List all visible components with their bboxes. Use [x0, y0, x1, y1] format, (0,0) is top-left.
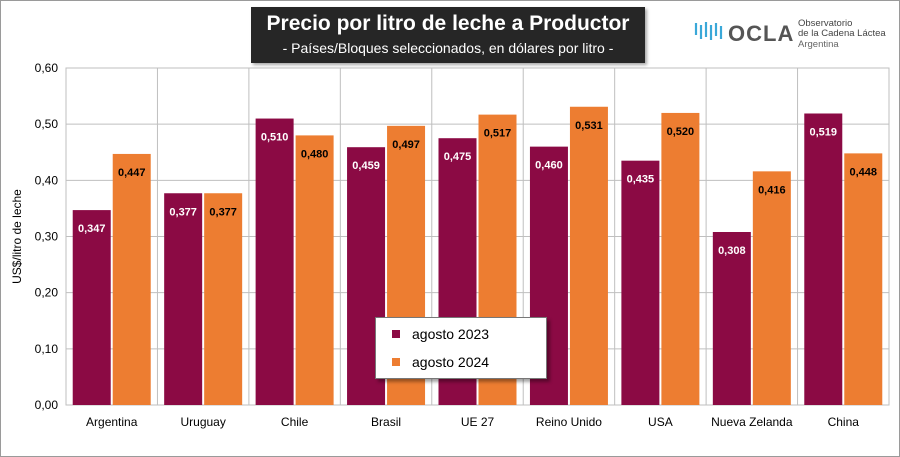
- bar-2023: [712, 232, 751, 405]
- chart-title: Precio por litro de leche a Productor: [266, 12, 630, 35]
- legend-swatch-2024: [392, 358, 400, 367]
- data-label: 0,475: [444, 151, 472, 163]
- x-tick-label: Reino Unido: [536, 415, 602, 429]
- y-tick-label: 0,20: [35, 286, 59, 300]
- bar-2024: [204, 193, 243, 405]
- logo-line-3: Argentina: [798, 39, 839, 50]
- bar-2024: [295, 135, 334, 405]
- x-tick-label: China: [828, 415, 860, 429]
- data-label: 0,460: [535, 160, 563, 172]
- x-tick-label: Nueva Zelanda: [711, 415, 793, 429]
- logo-line-2: de la Cadena Láctea: [798, 28, 886, 39]
- data-label: 0,520: [667, 126, 695, 138]
- bar-2024: [752, 171, 791, 405]
- legend-swatch-2023: [392, 330, 400, 339]
- y-tick-label: 0,00: [35, 398, 59, 412]
- x-tick-label: USA: [648, 415, 673, 429]
- logo-line-1: Observatorio: [798, 18, 853, 29]
- legend-label-2024: agosto 2024: [412, 354, 490, 370]
- data-label: 0,435: [627, 174, 655, 186]
- bar-2023: [621, 160, 660, 405]
- y-tick-label: 0,10: [35, 342, 59, 356]
- chart-subtitle: - Países/Bloques seleccionados, en dólar…: [282, 40, 614, 56]
- data-label: 0,517: [484, 128, 512, 140]
- legend-item-2023: agosto 2023: [392, 326, 489, 342]
- bar-2023: [164, 193, 203, 405]
- data-label: 0,447: [118, 167, 146, 179]
- data-label: 0,308: [718, 245, 746, 257]
- bar-2024: [569, 106, 608, 405]
- data-label: 0,347: [78, 223, 106, 235]
- logo-wave-icon: [694, 22, 723, 40]
- logo-name: OCLA: [728, 21, 795, 46]
- data-label: 0,519: [810, 126, 838, 138]
- data-label: 0,377: [209, 206, 237, 218]
- y-tick-label: 0,50: [35, 117, 59, 131]
- data-label: 0,510: [261, 132, 289, 144]
- data-label: 0,416: [758, 184, 786, 196]
- bar-2024: [661, 112, 700, 405]
- bar-2023: [255, 118, 294, 406]
- data-label: 0,480: [301, 148, 329, 160]
- data-label: 0,448: [850, 166, 878, 178]
- bar-2023: [72, 210, 111, 405]
- x-tick-label: Uruguay: [180, 415, 225, 429]
- title-box: Precio por litro de leche a Productor - …: [251, 7, 645, 63]
- bar-2023: [804, 113, 843, 406]
- y-tick-label: 0,60: [35, 61, 59, 75]
- y-tick-label: 0,40: [35, 173, 59, 187]
- data-label: 0,497: [392, 139, 420, 151]
- y-axis-title: US$/litro de leche: [10, 189, 24, 284]
- y-tick-label: 0,30: [35, 230, 59, 244]
- data-label: 0,377: [169, 206, 197, 218]
- ocla-logo: OCLA Observatorio de la Cadena Láctea Ar…: [694, 15, 894, 57]
- bar-2024: [844, 153, 883, 405]
- data-label: 0,459: [352, 160, 380, 172]
- x-tick-label: Chile: [281, 415, 309, 429]
- x-tick-label: Brasil: [371, 415, 401, 429]
- x-tick-label: Argentina: [86, 415, 138, 429]
- legend: agosto 2023 agosto 2024: [375, 317, 547, 379]
- data-label: 0,531: [575, 120, 603, 132]
- x-tick-label: UE 27: [461, 415, 495, 429]
- bar-2024: [112, 153, 151, 405]
- legend-item-2024: agosto 2024: [392, 354, 489, 370]
- legend-label-2023: agosto 2023: [412, 326, 490, 342]
